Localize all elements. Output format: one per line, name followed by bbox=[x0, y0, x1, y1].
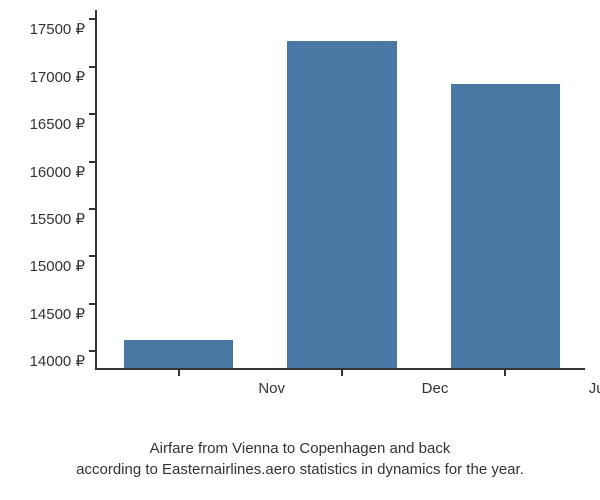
caption-line-1: Airfare from Vienna to Copenhagen and ba… bbox=[150, 440, 451, 457]
y-tick bbox=[89, 303, 97, 305]
y-tick bbox=[89, 66, 97, 68]
y-axis-label: 16500 ₽ bbox=[30, 115, 85, 133]
x-axis-label: Dec bbox=[422, 380, 449, 397]
y-axis-label: 15000 ₽ bbox=[30, 257, 85, 275]
y-tick bbox=[89, 350, 97, 352]
x-tick bbox=[504, 368, 506, 376]
chart-caption: Airfare from Vienna to Copenhagen and ba… bbox=[0, 438, 600, 480]
y-axis-label: 17500 ₽ bbox=[30, 20, 85, 38]
y-axis-label: 17000 ₽ bbox=[30, 68, 85, 86]
y-axis-label: 14000 ₽ bbox=[30, 352, 85, 370]
y-tick bbox=[89, 255, 97, 257]
bar bbox=[451, 84, 560, 368]
x-tick bbox=[341, 368, 343, 376]
y-tick bbox=[89, 18, 97, 20]
bar bbox=[287, 41, 396, 368]
y-tick bbox=[89, 208, 97, 210]
y-axis-label: 14500 ₽ bbox=[30, 305, 85, 323]
x-axis-label: Nov bbox=[258, 380, 285, 397]
y-axis-label: 15500 ₽ bbox=[30, 210, 85, 228]
y-tick bbox=[89, 113, 97, 115]
bar bbox=[124, 340, 233, 368]
x-tick bbox=[178, 368, 180, 376]
bar-chart: 14000 ₽14500 ₽15000 ₽15500 ₽16000 ₽16500… bbox=[95, 10, 585, 400]
x-axis-label: Jul bbox=[589, 380, 600, 397]
caption-line-2: according to Easternairlines.aero statis… bbox=[76, 461, 524, 478]
plot-area bbox=[95, 10, 585, 370]
y-axis-label: 16000 ₽ bbox=[30, 163, 85, 181]
y-tick bbox=[89, 161, 97, 163]
